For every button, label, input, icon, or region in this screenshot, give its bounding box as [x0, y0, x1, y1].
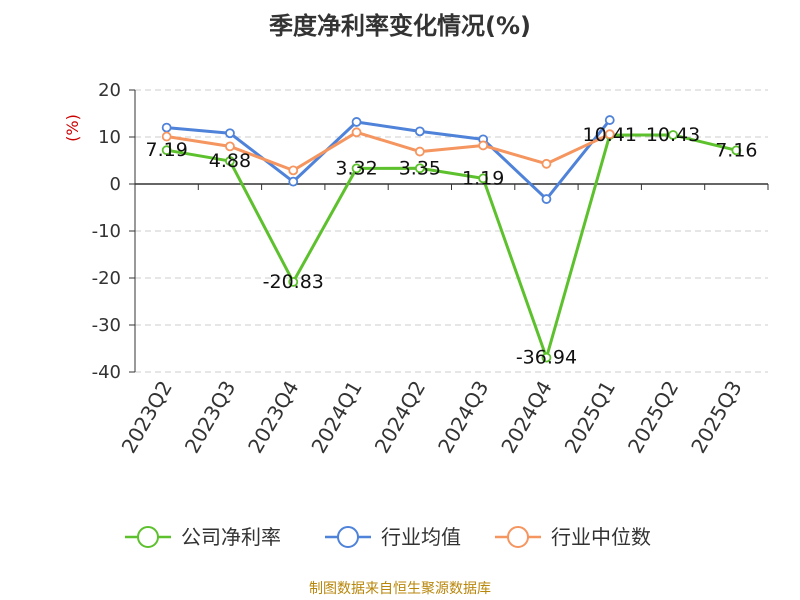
data-point: [541, 194, 552, 204]
data-point: [668, 130, 678, 140]
data-label: 3.35: [399, 157, 441, 179]
legend-marker: [507, 526, 529, 548]
x-tick-label: 2024Q3: [433, 377, 493, 458]
data-point: [414, 126, 425, 137]
legend: 公司净利率 行业均值 行业中位数: [125, 525, 651, 549]
x-tick-label: 2024Q2: [370, 377, 430, 458]
data-point: [414, 146, 425, 157]
data-point: [288, 176, 299, 187]
x-tick-label: 2023Q4: [243, 377, 303, 458]
x-tick-label: 2023Q2: [117, 377, 177, 458]
legend-item: 行业中位数: [495, 525, 651, 549]
y-tick-label: 20: [98, 80, 121, 101]
y-tick-label: 10: [98, 127, 121, 148]
y-axis-label: (%): [63, 114, 82, 142]
legend-item: 公司净利率: [125, 525, 281, 549]
data-point: [351, 163, 362, 174]
data-point: [161, 131, 172, 142]
data-labels: 7.19 4.88 -20.83 3.32 3.35 1.19 -36.94 10.41 10.…: [145, 124, 757, 369]
legend-item: 行业均值: [325, 525, 461, 549]
series-1: [161, 115, 615, 204]
x-tick-label: 2024Q4: [496, 377, 556, 458]
chart-title: 季度净利率变化情况(%): [269, 12, 531, 40]
data-point: [478, 173, 489, 184]
series-line: [166, 130, 611, 172]
legend-label: 公司净利率: [181, 525, 281, 549]
legend-marker: [137, 526, 159, 548]
data-label: 10.43: [646, 124, 700, 146]
data-point: [541, 352, 552, 363]
series-line: [166, 119, 611, 201]
data-label: 4.88: [209, 150, 251, 172]
data-label: 10.41: [583, 124, 637, 146]
data-point: [478, 140, 489, 151]
data-point: [604, 129, 615, 140]
data-point: [731, 145, 742, 156]
legend-label: 行业均值: [381, 525, 461, 549]
data-label: 1.19: [462, 167, 504, 189]
series-lines: [161, 115, 742, 363]
data-label: -20.83: [263, 271, 324, 293]
data-point: [161, 122, 172, 133]
data-label: 7.19: [145, 139, 187, 161]
legend-label: 行业中位数: [551, 525, 651, 549]
x-tick-label: 2025Q2: [623, 377, 683, 458]
gridlines: [135, 89, 768, 373]
y-tick-label: -20: [92, 268, 121, 289]
y-tick-label: -10: [92, 221, 121, 242]
data-point: [604, 115, 615, 125]
data-point: [225, 128, 235, 139]
data-point: [351, 117, 362, 127]
series-2: [161, 127, 615, 176]
data-point: [541, 158, 552, 169]
y-tick-label: -40: [92, 362, 121, 383]
data-label: 7.16: [715, 139, 757, 161]
y-tick-label: -30: [92, 315, 121, 336]
legend-marker: [337, 526, 359, 548]
series-line: [166, 133, 737, 360]
data-point: [225, 156, 235, 166]
data-point: [351, 127, 362, 138]
y-tick-label: 0: [110, 174, 121, 195]
data-point: [225, 141, 235, 152]
x-tick-label: 2025Q3: [686, 377, 746, 458]
data-label: -36.94: [516, 347, 577, 369]
x-tick-label: 2024Q1: [306, 377, 366, 458]
data-point: [288, 165, 299, 176]
data-point: [414, 163, 425, 174]
x-tick-label: 2023Q3: [180, 377, 240, 458]
data-point: [161, 145, 172, 156]
source-note: 制图数据来自恒生聚源数据库: [309, 581, 491, 597]
data-label: 3.32: [335, 157, 377, 179]
series-0: [161, 130, 742, 363]
data-point: [288, 277, 299, 287]
x-tick-label: 2025Q1: [560, 377, 620, 458]
